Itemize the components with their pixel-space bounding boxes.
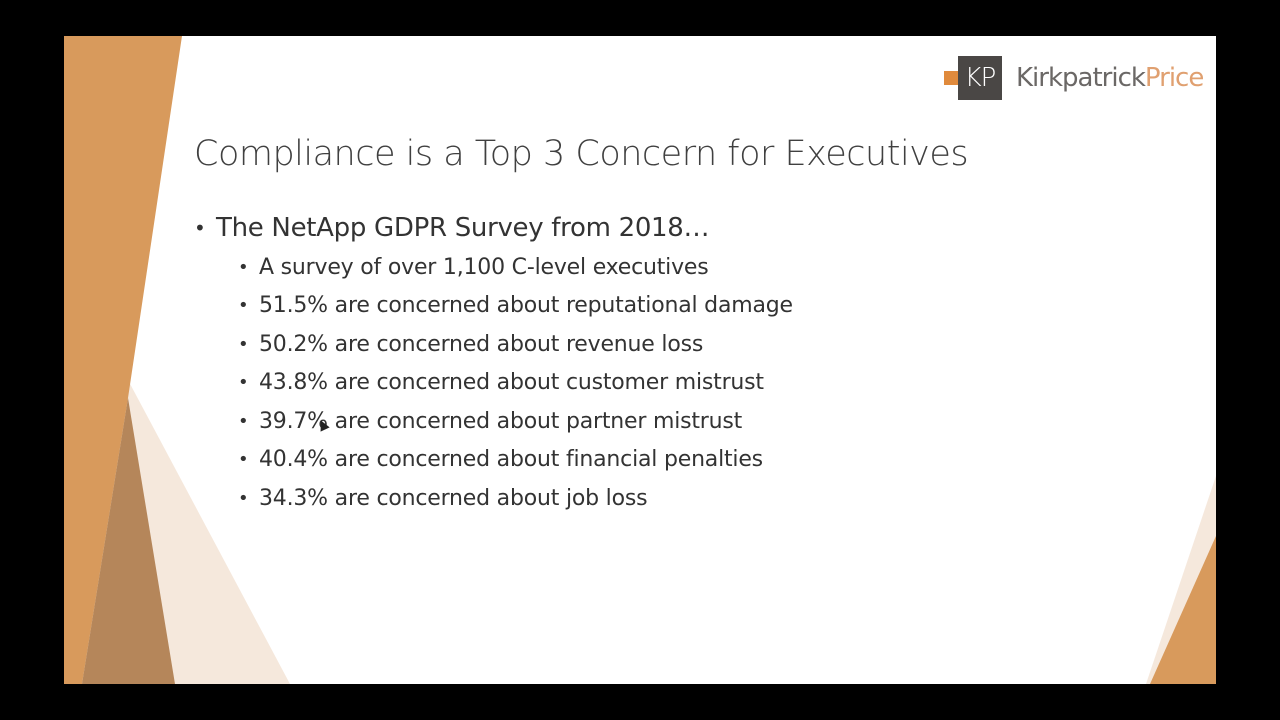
logo-name-kirkpatrick: Kirkpatrick [1016, 63, 1146, 93]
bullet-sub-text: 39.7% are concerned about partner mistru… [259, 408, 743, 434]
logo-wordmark: KirkpatrickPrice [1016, 63, 1204, 93]
bullet-sub: • 43.8% are concerned about customer mist… [238, 364, 793, 403]
bullet-list: • The NetApp GDPR Survey from 2018… • A su… [194, 208, 793, 518]
left-brown-shape [82, 398, 175, 684]
bullet-sub: • 34.3% are concerned about job loss [238, 479, 793, 518]
kirkpatrickprice-logo: KP KirkpatrickPrice [944, 56, 1204, 100]
logo-orange-square [944, 71, 958, 85]
bullet-sub-text: 51.5% are concerned about reputational d… [259, 293, 793, 319]
logo-name-price: Price [1144, 63, 1204, 93]
bullet-icon: • [238, 487, 249, 509]
bullet-icon: • [238, 410, 249, 432]
bullet-icon: • [194, 216, 206, 240]
slide-title: Compliance is a Top 3 Concern for Execut… [194, 134, 969, 174]
decorative-shapes [64, 36, 1216, 684]
bullet-sub-text: 40.4% are concerned about financial pena… [259, 447, 763, 473]
presentation-slide: KP KirkpatrickPrice Compliance is a Top … [64, 36, 1216, 684]
left-orange-shape [64, 36, 182, 684]
bullet-sub-text: 34.3% are concerned about job loss [259, 485, 648, 511]
bullet-sub: • A survey of over 1,100 C-level executiv… [238, 248, 793, 287]
bullet-main-text: The NetApp GDPR Survey from 2018… [216, 213, 710, 243]
bullet-sub: • 51.5% are concerned about reputational … [238, 287, 793, 326]
bullet-sub: • 39.7% are concerned about partner mistr… [238, 402, 793, 441]
bullet-sub-text: 43.8% are concerned about customer mistr… [259, 370, 764, 396]
bullet-sub-text: 50.2% are concerned about revenue loss [259, 331, 704, 357]
bullet-sub-text: A survey of over 1,100 C-level executive… [259, 254, 709, 280]
bullet-icon: • [238, 449, 249, 471]
bullet-icon: • [238, 372, 249, 394]
bullet-icon: • [238, 333, 249, 355]
bullet-sub: • 40.4% are concerned about financial pen… [238, 441, 793, 480]
bullet-icon: • [238, 256, 249, 278]
logo-kp-mark: KP [958, 56, 1002, 100]
bullet-sub: • 50.2% are concerned about revenue loss [238, 325, 793, 364]
bullet-main: • The NetApp GDPR Survey from 2018… [194, 208, 793, 248]
bullet-icon: • [238, 295, 249, 317]
right-orange-shape [1150, 536, 1216, 684]
